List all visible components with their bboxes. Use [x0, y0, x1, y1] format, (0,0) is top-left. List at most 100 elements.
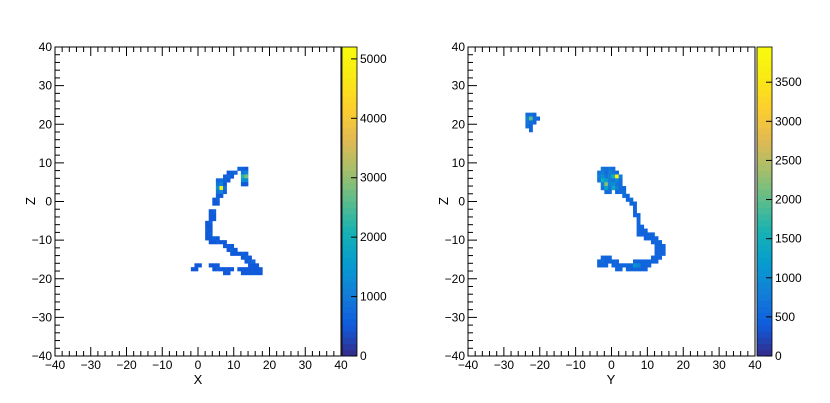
x-tick-label: 30: [299, 358, 313, 372]
heatmap-cell: [208, 209, 213, 214]
heatmap-cell: [219, 178, 224, 183]
colorbar-segment: [342, 257, 357, 264]
colorbar-segment: [757, 127, 772, 134]
colorbar-segment: [342, 84, 357, 91]
colorbar-segment: [757, 114, 772, 122]
heatmap-cell: [654, 251, 659, 256]
colorbar-segment: [757, 145, 772, 153]
colorbar-segment: [342, 114, 357, 122]
heatmap-cell: [532, 112, 537, 117]
heatmap-cell: [212, 197, 217, 202]
y-tick-label: 40: [452, 40, 466, 54]
heatmap-cell: [205, 228, 210, 233]
y-tick-label: 40: [39, 40, 53, 54]
heatmap-cell: [607, 189, 612, 195]
colorbar-segment: [342, 306, 357, 314]
heatmap-cell: [248, 259, 252, 264]
heatmap-cell: [615, 174, 619, 179]
heatmap-cell: [600, 263, 605, 268]
heatmap-cell: [248, 255, 252, 260]
heatmap-cell: [212, 240, 217, 245]
heatmap-cell: [248, 271, 252, 276]
heatmap-cell: [532, 116, 537, 121]
heatmap-cell: [654, 247, 659, 253]
colorbar-segment: [342, 325, 357, 332]
heatmap-cell: [622, 193, 627, 198]
panel-xz: X Z −40 −30 −20 −10 0 10 20 30 40 −40 −30 −20 −10 0 10…: [23, 40, 387, 387]
heatmap-cell: [636, 263, 641, 268]
heatmap-cell: [198, 263, 202, 268]
heatmap-cell: [633, 209, 637, 214]
heatmap-cell: [611, 170, 616, 175]
heatmap-cell: [223, 271, 227, 276]
heatmap-cell: [212, 216, 217, 222]
heatmap-cell: [255, 263, 260, 268]
heatmap-cell: [223, 267, 227, 272]
heatmap-cell: [650, 232, 655, 237]
heatmap-cell: [230, 170, 235, 175]
heatmap-cell: [640, 228, 645, 233]
heatmap-cell: [661, 251, 666, 256]
colorbar-segment: [342, 127, 357, 134]
y-tick-label: −30: [32, 310, 53, 324]
heatmap-cell: [208, 216, 213, 222]
heatmap-cell: [615, 170, 619, 175]
heatmap-cell: [607, 259, 612, 264]
colorbar-segment: [757, 232, 772, 239]
heatmap-cell: [205, 220, 210, 225]
heatmap-cell: [640, 232, 645, 237]
colorbar-segment: [757, 331, 772, 338]
colorbar-segment: [757, 306, 772, 314]
heatmap-cell: [604, 255, 609, 260]
x-tick-label: 0: [195, 358, 202, 372]
heatmap-cell: [607, 178, 612, 183]
y-tick-label: −10: [32, 233, 53, 247]
heatmap-cell: [633, 267, 637, 272]
colorbar-segment: [342, 263, 357, 270]
heatmap-cell: [604, 166, 609, 171]
heatmap-cell: [597, 178, 602, 183]
heatmap-cell: [647, 236, 652, 241]
heatmap-cell: [244, 267, 249, 272]
colorbar-segment: [342, 176, 357, 184]
colorbar-segment: [342, 53, 357, 60]
heatmap-cell: [215, 189, 220, 195]
heatmap-cell: [633, 259, 637, 264]
colorbar-segment: [342, 244, 357, 252]
heatmap-cell: [226, 243, 231, 249]
heatmap-cell: [607, 170, 612, 175]
colorbar-segment: [342, 77, 357, 85]
colorbar-segment: [757, 250, 772, 258]
colorbar-segment: [342, 312, 357, 320]
heatmap-cell: [654, 255, 659, 260]
colorbar-segment: [342, 213, 357, 221]
colorbar-tick-label: 0: [360, 349, 367, 363]
colorbar-segment: [757, 170, 772, 178]
y-axis-title: Z: [436, 197, 451, 205]
heatmap-cell: [650, 236, 655, 241]
colorbar-tick-label: 3500: [775, 75, 802, 89]
colorbar-segment: [342, 195, 357, 202]
colorbar-segment: [342, 269, 357, 277]
heatmap-cell: [244, 259, 249, 264]
heatmap-cell: [643, 259, 648, 264]
x-tick-label: −10: [152, 358, 173, 372]
heatmap-cell: [230, 251, 235, 256]
x-tick-label: −40: [45, 358, 66, 372]
heatmap-cell: [618, 178, 623, 183]
heatmap-cell: [208, 263, 213, 268]
heatmap-cell: [223, 186, 227, 191]
heatmap-cell: [615, 178, 619, 183]
heatmap-cell: [223, 240, 227, 245]
heatmap-cell: [244, 271, 249, 276]
heatmap-cell: [205, 224, 210, 229]
heatmap-cell: [244, 182, 249, 187]
y-tick-label: 30: [39, 79, 53, 93]
x-tick-label: 40: [748, 358, 762, 372]
heatmap-cell: [607, 166, 612, 171]
heatmap-cell: [625, 267, 630, 272]
colorbar-segment: [342, 281, 357, 289]
heatmap-cell: [604, 263, 609, 268]
heatmap-cell: [654, 243, 659, 249]
